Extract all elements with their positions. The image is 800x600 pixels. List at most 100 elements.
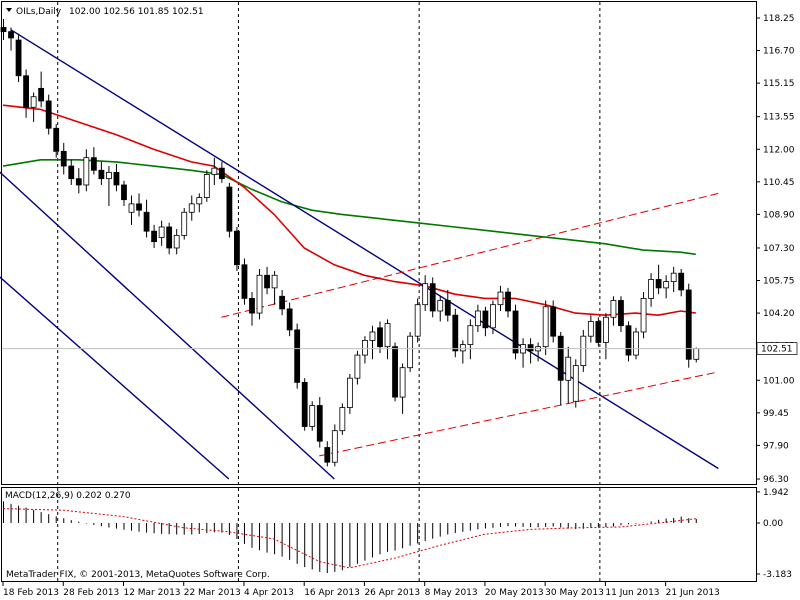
candle-bull <box>459 344 466 352</box>
candle-bull <box>633 331 639 356</box>
candle-bear <box>234 230 240 266</box>
channel-line <box>0 276 230 480</box>
macd-histogram <box>3 501 697 573</box>
candle-bear <box>264 274 270 289</box>
footer-copyright: MetaTrader FIX, © 2001-2013, MetaQuotes … <box>6 570 270 580</box>
chart-title: OILs,Daily <box>16 7 62 17</box>
candle-bear <box>75 178 82 186</box>
moving-average-fast <box>2 104 696 317</box>
candle-bull <box>173 234 180 249</box>
main-panel-frame <box>1 1 757 485</box>
candle-bear <box>53 127 60 152</box>
candle-bull <box>663 281 670 289</box>
time-tick-label: 16 Apr 2013 <box>304 588 360 598</box>
moving-average-slow <box>2 159 696 256</box>
candle-bull <box>309 405 316 427</box>
candle-bear <box>550 306 557 337</box>
time-tick-label: 12 Mar 2013 <box>123 588 180 598</box>
macd-tick-label: 0.00 <box>763 519 783 529</box>
candle-bear <box>655 279 662 289</box>
candle-bull <box>565 356 572 381</box>
macd-tick-label: -3.183 <box>763 570 792 580</box>
candle-bear <box>249 297 255 314</box>
candle-bull <box>693 348 700 360</box>
candle-bear <box>286 308 293 331</box>
price-tick-label: 108.90 <box>763 210 795 220</box>
candle-bull <box>362 339 368 356</box>
time-tick-label: 22 Mar 2013 <box>184 588 241 598</box>
time-tick-label: 18 Feb 2013 <box>3 588 59 598</box>
candle-bear <box>113 171 120 186</box>
candle-bull <box>271 274 278 289</box>
candle-bull <box>384 323 391 348</box>
candle-bull <box>128 203 135 213</box>
price-tick-label: 104.20 <box>763 309 795 319</box>
candle-bull <box>158 226 165 238</box>
candle-bull <box>587 321 594 337</box>
candle-bull <box>203 174 210 198</box>
ohlc-readout: 102.00 102.56 101.85 102.51 <box>69 7 204 17</box>
price-tick-label: 107.30 <box>763 244 795 254</box>
dashed-trend-line <box>221 192 719 318</box>
candle-bull <box>196 197 203 205</box>
candle-bull <box>437 300 444 312</box>
candle-bear <box>392 346 398 398</box>
candle-bear <box>482 310 489 329</box>
candle-bear <box>595 321 602 343</box>
candle-bear <box>15 39 22 77</box>
time-tick-label: 20 May 2013 <box>485 588 544 598</box>
candle-bear <box>512 310 519 354</box>
dropdown-triangle-icon[interactable] <box>6 8 12 12</box>
candle-bull <box>369 331 376 341</box>
macd-axis: 1.942 0.00 -3.183 <box>756 488 792 580</box>
candle-bear <box>279 295 286 310</box>
time-tick-label: 26 Apr 2013 <box>364 588 420 598</box>
candle-bear <box>557 335 564 381</box>
candle-bull <box>542 306 549 348</box>
price-tick-label: 118.25 <box>763 14 795 24</box>
macd-tick-label: 1.942 <box>763 488 789 498</box>
candle-bull <box>399 367 406 398</box>
price-tick-label: 115.15 <box>763 79 795 89</box>
channel-line <box>0 171 335 480</box>
price-tick-label: 99.45 <box>763 409 789 419</box>
price-tick-label: 113.55 <box>763 113 795 123</box>
time-axis: 18 Feb 2013 28 Feb 2013 12 Mar 2013 22 Mar … <box>2 582 720 598</box>
candle-bear <box>45 100 52 129</box>
time-tick-label: 30 May 2013 <box>545 588 604 598</box>
candle-bear <box>678 272 685 291</box>
candle-bear <box>294 329 301 383</box>
candle-bear <box>429 283 436 312</box>
macd-signal-path <box>2 508 696 569</box>
candle-bear <box>618 300 624 327</box>
price-tick-label: 112.00 <box>763 145 795 155</box>
candle-bull <box>474 310 481 327</box>
candle-bull <box>580 335 587 366</box>
candle-bear <box>8 31 14 39</box>
time-tick-label: 8 May 2013 <box>425 588 478 598</box>
candle-bear <box>452 314 459 352</box>
candle-bear <box>143 211 150 232</box>
candle-bull <box>354 354 361 379</box>
candle-bull <box>670 272 677 282</box>
candle-bear <box>226 186 233 232</box>
candle-bear <box>98 169 105 180</box>
candle-bear <box>241 264 248 299</box>
ma-fast-line <box>2 104 696 317</box>
candle-bear <box>505 291 511 312</box>
candle-bear <box>166 226 173 249</box>
macd-title: MACD(12,26,9) 0.202 0.270 <box>5 491 131 501</box>
candle-bull <box>414 304 421 337</box>
candle-bear <box>68 165 75 180</box>
candle-bull <box>106 171 112 180</box>
candle-bear <box>0 27 7 33</box>
candle-bear <box>316 405 323 442</box>
price-tick-label: 101.00 <box>763 376 795 386</box>
ma-slow-line <box>2 159 696 256</box>
candle-bull <box>407 335 414 369</box>
candle-bear <box>60 150 67 167</box>
candle-bear <box>90 157 97 171</box>
candle-bear <box>324 447 331 463</box>
candle-bull <box>467 325 474 345</box>
